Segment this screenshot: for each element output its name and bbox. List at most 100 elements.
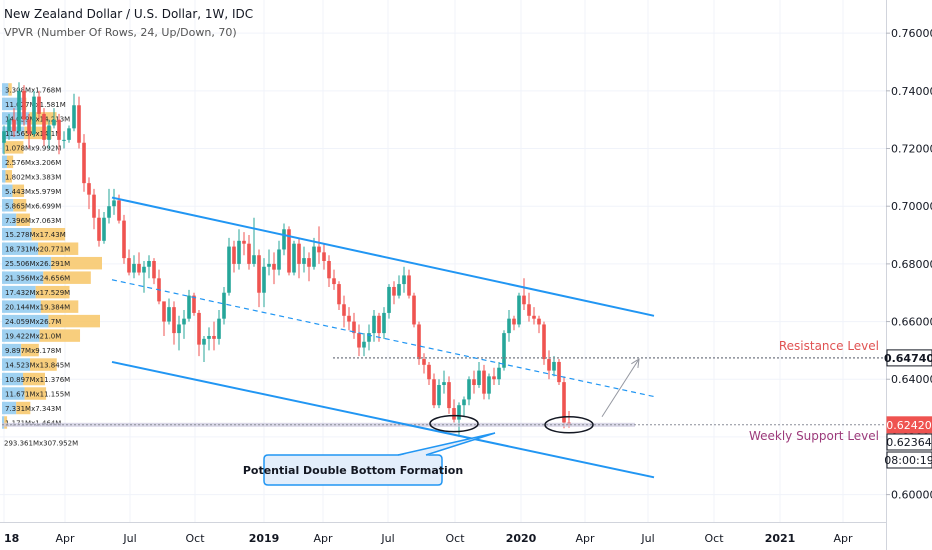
candle-body [127,258,131,273]
vp-up-bar [2,256,52,270]
candle-body [292,243,296,273]
vp-down-bar [6,155,14,169]
candle [82,134,86,192]
candle-body [477,370,481,386]
candle [62,131,66,149]
callout-box [263,454,443,486]
candle-body [517,295,521,325]
candle [2,125,6,155]
vp-down-bar [35,285,70,299]
candle [12,108,16,137]
candle-body [182,318,186,325]
vp-down-bar [5,170,13,183]
candle-body [547,359,551,371]
candle [487,373,491,400]
candle [382,307,386,339]
candle [342,295,346,328]
vp-up-bar [2,401,17,415]
candle-body [362,341,366,348]
candle [102,211,106,244]
candle [482,364,486,400]
candle-body [422,359,426,365]
x-tick-label: Jul [640,532,654,545]
y-tick-label: 0.68000 [891,258,932,271]
vp-up-bar [2,416,5,429]
candle [252,217,256,267]
x-tick-label: Apr [313,532,333,545]
candle-body [297,243,301,264]
candle-body [97,217,101,241]
vp-up-bar [2,83,9,96]
candle [17,82,21,135]
candle-body [337,284,341,305]
candle [292,240,296,276]
candle-body [487,376,491,394]
vp-row-label: 7.396Mx7.063M [5,217,61,225]
candle [47,119,51,149]
candle [412,292,416,328]
projection-arrow-line [601,358,640,418]
candle-body [222,292,226,319]
candle-body [177,324,181,334]
candle-body [137,263,141,273]
candle [207,327,211,351]
x-tick-label: 2020 [506,532,537,545]
candle [422,353,426,374]
candle-body [442,382,446,386]
candle-body [392,286,396,296]
candle [137,252,141,276]
candle-body [542,324,546,360]
candle [352,312,356,339]
y-tick-label: 0.66000 [891,316,932,329]
vp-row-label: 14.059Mx14.213M [5,115,70,123]
price-tag-label: 0.62364 [886,436,932,449]
candle [177,315,181,351]
candle-body [472,379,476,386]
candle [432,373,436,409]
candle-body [42,113,46,140]
candle-body [282,229,286,250]
vp-up-bar [2,300,41,313]
candle-body [87,183,91,195]
candle-body [432,379,436,406]
candle [27,113,31,149]
y-tick-label: 0.76000 [891,27,932,40]
candle-body [467,379,471,400]
vp-down-bar [51,256,102,270]
vp-down-bar [8,83,12,96]
x-tick-label: Apr [575,532,595,545]
candle [452,399,456,423]
candle-body [112,200,116,207]
candle [472,370,476,394]
candle-body [372,315,376,334]
vp-row-label: 1.078Mx9.992M [5,144,61,152]
candle-body [162,301,166,322]
candle [467,376,471,406]
price-tag-label: 0.64740 [884,352,932,365]
vp-up-bar [2,170,6,183]
candle [517,292,521,328]
vp-up-bar [2,155,7,169]
candle-body [512,318,516,325]
candle-body [492,376,496,380]
vp-row-label: 19.422Mx21.0M [5,333,61,341]
candle-body [307,258,311,267]
candle-body [247,243,251,264]
volume-profile: 3.308Mx1.768M11.027Mx1.581M14.059Mx14.21… [2,83,102,448]
candle-body [332,278,336,285]
candle-body [192,295,196,313]
levels: Resistance Level Weekly Support Level [2,339,886,443]
candle-series [2,82,571,437]
candle [387,284,391,319]
x-tick-label: Jul [380,532,394,545]
candle [247,235,251,270]
vp-up-bar [2,184,13,198]
candle-body [167,307,171,322]
x-tick-label: 2021 [765,532,796,545]
candle [442,370,446,394]
candle-body [412,295,416,325]
x-tick-label: 18 [4,532,19,545]
candle-body [37,96,41,114]
candle [257,249,261,308]
candle-body [262,266,266,293]
